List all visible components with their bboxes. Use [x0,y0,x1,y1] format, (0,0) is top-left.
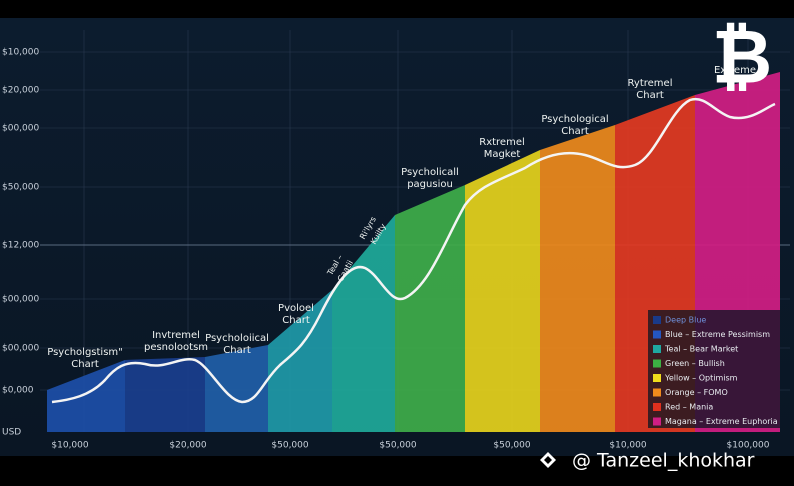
y-tick-label: $12,000 [2,241,39,251]
annotation-text: pesnolootsm [144,342,208,353]
x-tick-label: $10,000 [609,441,646,451]
annotation-text: Psycholoiical [205,333,269,344]
color-band [395,185,465,432]
y-tick-label: $00,000 [2,295,39,305]
annotation-text: pagusiou [407,179,453,190]
x-tick-label: $100,000 [727,441,770,451]
color-band [540,125,615,432]
color-band [465,150,540,432]
legend-swatch [653,359,661,368]
legend-label: Deep Blue [665,316,706,325]
annotation-text: Extreme [714,65,756,76]
bands [47,72,780,432]
legend-label: Red – Mania [665,403,713,412]
annotation-text: Pvoloel [278,303,314,314]
annotation-text: Psycholgstism" [47,347,123,358]
legend: Deep Blue Blue – Extreme Pessimism Teal – … [653,316,778,426]
legend-label: Green – Bullish [665,359,725,368]
legend-label: Blue – Extreme Pessimism [665,330,770,339]
x-axis: $10,000 $20,000 $50,000 $50,000 $50,000 $10,0… [51,441,769,451]
annotation-text: Chart [71,359,99,370]
annotation-text: Rxtremel [479,137,525,148]
legend-swatch [653,417,661,426]
legend-label: Yellow – Optimism [664,374,738,383]
legend-swatch [653,388,661,397]
watermark-icon [540,452,556,468]
color-band [125,357,205,432]
bitcoin-logo: ₿ [712,15,772,101]
annotation-text: Psycholicall [401,167,459,178]
annotation: Extreme [714,65,756,76]
y-tick-label: $50,000 [2,183,39,193]
y-axis: $10,000 $20,000 $00,000 $50,000 $12,000 $00,0… [2,48,39,438]
annotation-text: Invtremel [152,330,200,341]
annotation: Psycholgstism"Chart [47,347,123,370]
y-tick-label: $10,000 [2,48,39,58]
legend-swatch [653,330,661,339]
x-tick-label: $50,000 [493,441,530,451]
annotation-text: Magket [484,149,521,160]
annotation-text: Chart [561,126,589,137]
price-curve [51,97,776,404]
watermark: @ Tanzeel_khokhar [572,450,755,472]
annotation-text: Chart [636,90,664,101]
x-tick-label: $10,000 [51,441,88,451]
x-tick-label: $50,000 [271,441,308,451]
y-tick-label: $00,000 [2,124,39,134]
legend-swatch [653,374,661,382]
y-tick-label: $00,000 [2,344,39,354]
annotation-text: Psychological [541,114,608,125]
y-tick-label: $0,000 [2,386,34,396]
annotation-text: Rytremel [628,78,673,89]
legend-box [648,310,780,428]
y-tick-label: $20,000 [2,86,39,96]
legend-label: Orange – FOMO [665,388,728,397]
watermark-group: @ Tanzeel_khokhar [540,450,755,472]
x-tick-label: $20,000 [169,441,206,451]
y-tick-label: USD [2,428,21,438]
legend-label: Teal – Bear Market [664,345,738,354]
legend-swatch [653,316,661,324]
annotation-text: Chart [223,345,251,356]
legend-label: Magana – Extreme Euphoria [665,417,778,426]
color-band [332,215,395,432]
color-band [268,290,332,432]
annotation-text: Chart [282,315,310,326]
legend-swatch [653,403,661,411]
color-band [205,345,268,432]
x-tick-label: $50,000 [379,441,416,451]
legend-swatch [653,345,661,353]
